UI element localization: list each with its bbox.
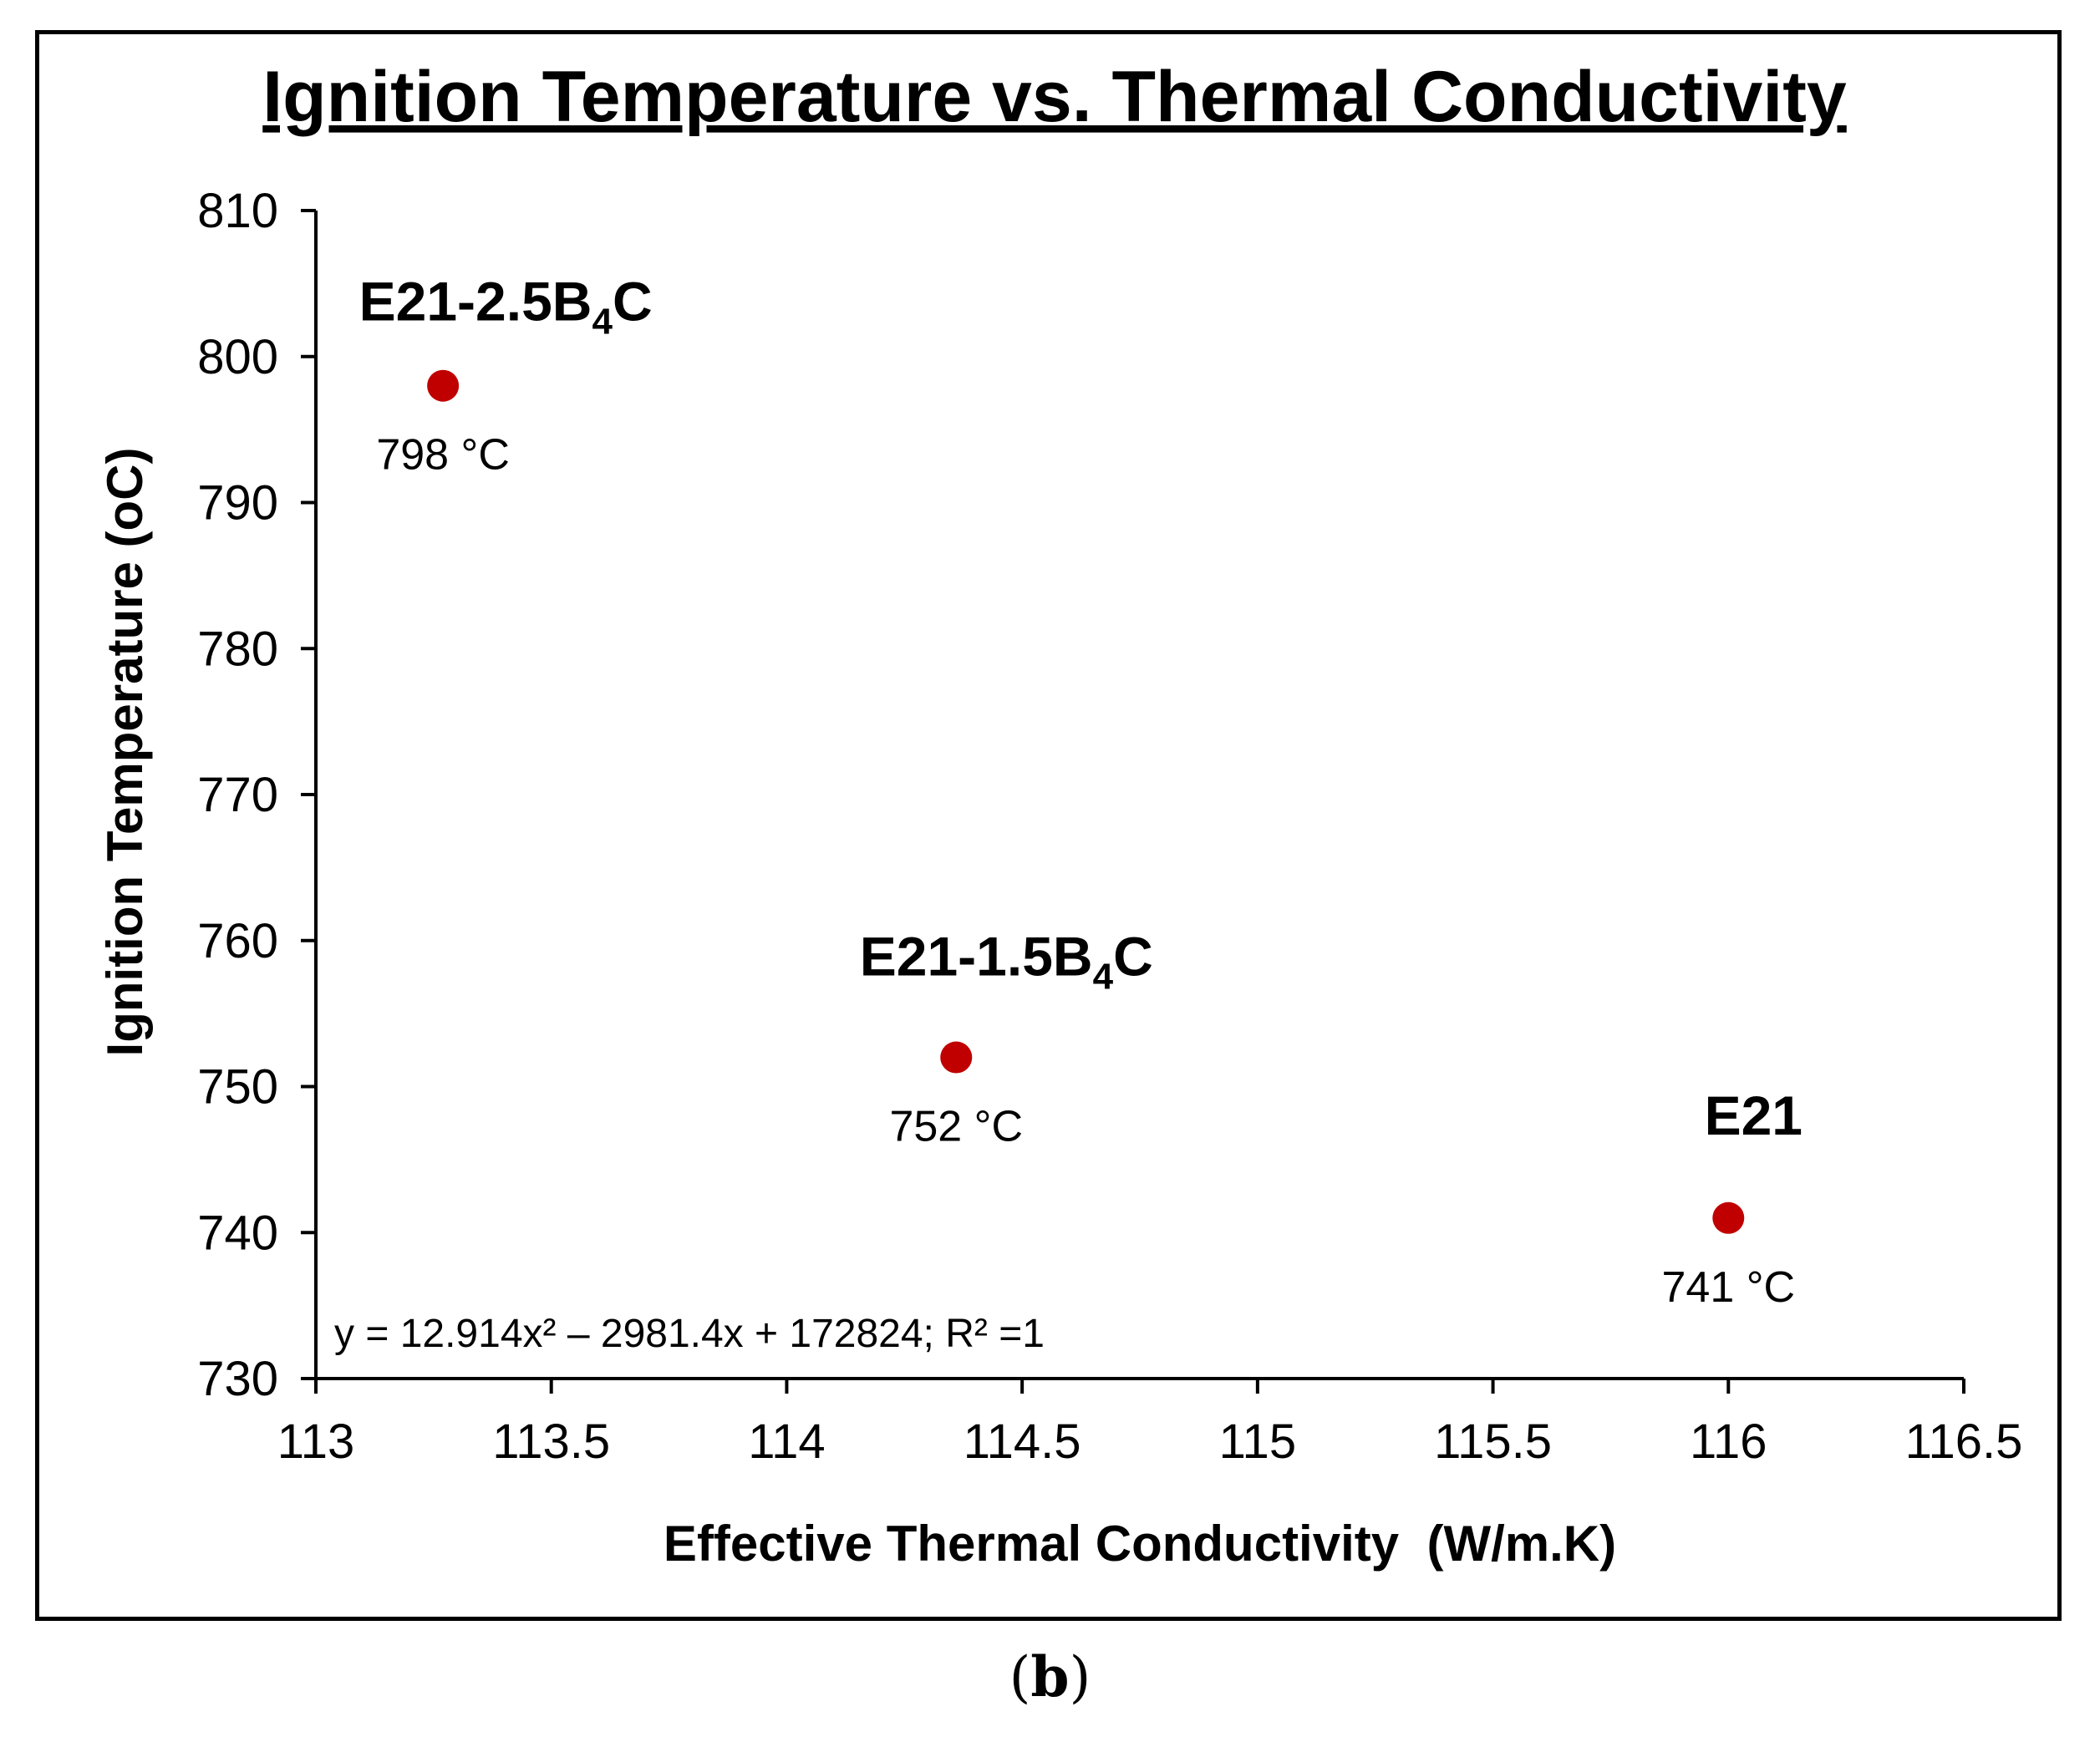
- point-name-label: E21: [1705, 1084, 1803, 1146]
- point-name-mid: B: [552, 271, 592, 333]
- x-axis-label: Effective Thermal Conductivity (W/m.K): [664, 1516, 1616, 1572]
- x-tick-label: 115: [1219, 1414, 1296, 1469]
- y-axis-label: Ignition Temperature (oC): [97, 448, 153, 1057]
- x-tick-label: 116.5: [1905, 1414, 2023, 1469]
- x-tick-label: 113: [277, 1414, 354, 1469]
- point-name-subscript: 4: [1093, 957, 1114, 998]
- x-tick-label: 114.5: [964, 1414, 1081, 1469]
- data-point: [940, 1041, 973, 1074]
- trendline-equation: y = 12.914x² – 2981.4x + 172824; R² =1: [334, 1312, 1045, 1356]
- point-name-subscript: 4: [592, 302, 613, 343]
- point-value-label: 798 °C: [376, 431, 510, 480]
- x-tick-label: 116: [1690, 1414, 1767, 1469]
- x-tick-label: 113.5: [492, 1414, 610, 1469]
- y-tick-label: 750: [197, 1060, 278, 1115]
- x-tick-label: 114: [748, 1414, 825, 1469]
- chart-frame: [35, 30, 2062, 1621]
- y-tick-label: 770: [197, 768, 278, 822]
- y-tick-label: 800: [197, 330, 278, 384]
- y-tick-label: 810: [197, 184, 278, 238]
- y-tick-label: 790: [197, 476, 278, 531]
- data-point: [427, 369, 460, 402]
- chart-title: Ignition Temperature vs. Thermal Conduct…: [262, 57, 1847, 137]
- x-tick-label: 115.5: [1434, 1414, 1552, 1469]
- y-tick-label: 730: [197, 1352, 278, 1406]
- point-name-mid: B: [1053, 926, 1093, 988]
- point-value-label: 741 °C: [1662, 1263, 1796, 1312]
- point-name-suffix: C: [1113, 926, 1153, 988]
- panel-label: (b): [1009, 1644, 1091, 1709]
- data-point: [1712, 1201, 1745, 1234]
- point-name-label: E21-2.5B4C: [359, 271, 653, 343]
- y-tick-label: 760: [197, 914, 278, 968]
- point-name-suffix: C: [613, 271, 653, 333]
- panel-label-letter: b: [1030, 1644, 1070, 1709]
- point-name-text: E21-1.5: [860, 926, 1053, 988]
- y-tick-label: 740: [197, 1206, 278, 1260]
- point-value-label: 752 °C: [889, 1103, 1023, 1151]
- y-ticks: 730 740 750 760 770 780 790 800 810: [197, 184, 316, 1406]
- point-name-text: E21-2.5: [359, 271, 552, 333]
- y-tick-label: 780: [197, 622, 278, 676]
- point-name-label: E21-1.5B4C: [860, 926, 1153, 998]
- x-ticks: 113 113.5 114 114.5 115 115.5 116 116.5: [277, 1379, 2023, 1469]
- point-name-text: E21: [1705, 1084, 1803, 1146]
